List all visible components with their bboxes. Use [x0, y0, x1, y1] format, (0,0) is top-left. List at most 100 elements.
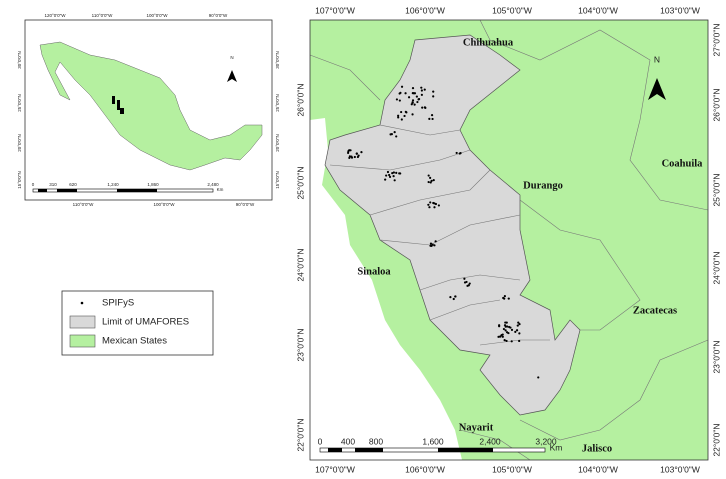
lon-label: 106°0'0"W [405, 5, 445, 15]
scale-label: 1,600 [422, 436, 444, 446]
spifys-point [503, 324, 507, 327]
inset-scale-label: 620 [69, 182, 77, 187]
spifys-point [347, 151, 350, 154]
inset-lat-label: 20°0'0"N [275, 134, 280, 152]
ocean [310, 118, 462, 460]
spifys-point [432, 90, 435, 93]
legend-label: Mexican States [102, 336, 167, 347]
inset-scale-label: 2,480 [207, 182, 219, 187]
lon-label: 103°0'0"W [660, 464, 700, 474]
spifys-point [468, 282, 471, 285]
mexico-shape [39, 41, 263, 171]
spifys-point [404, 110, 407, 113]
spifys-point [514, 330, 517, 333]
spifys-point [393, 131, 396, 134]
spifys-point [391, 171, 394, 175]
lon-label: 105°0'0"W [492, 5, 532, 15]
scale-bar [319, 447, 546, 453]
spifys-point [356, 155, 360, 159]
spifys-point [411, 99, 415, 102]
spifys-point [413, 103, 416, 106]
spifys-point [463, 277, 466, 280]
spifys-point [423, 106, 426, 109]
spifys-point [499, 335, 502, 338]
spifys-point [395, 171, 398, 174]
legend-swatch [69, 334, 96, 348]
spifys-point [411, 113, 414, 116]
spifys-point [423, 88, 426, 91]
spifys-point [503, 339, 506, 342]
inset-scale-unit: Km [217, 187, 224, 192]
lat-label: 26°0'0"N [295, 83, 305, 116]
spifys-point [360, 151, 363, 154]
inset-lat-label: 20°0'0"N [17, 134, 22, 152]
spifys-point [498, 325, 501, 328]
inset-lon-label: 90°0'0"W [209, 13, 228, 18]
inset-lat-label: 15°0'0"N [275, 171, 280, 189]
spifys-point [420, 89, 423, 92]
spifys-point [411, 101, 414, 104]
spifys-point [429, 201, 432, 204]
spifys-point [399, 91, 402, 94]
spifys-point [400, 118, 403, 121]
inset-lon-label: 100°0'0"W [153, 202, 175, 207]
lat-label: 25°0'0"N [295, 166, 305, 199]
inset-lon-label: 120°0'0"W [44, 13, 66, 18]
legend-swatch [80, 301, 84, 305]
spifys-point [385, 174, 388, 177]
spifys-point [400, 110, 403, 114]
spifys-point [428, 206, 431, 209]
inset-lon-label: 110°0'0"W [73, 202, 94, 207]
spifys-point [449, 296, 452, 299]
state-label: Jalisco [582, 443, 612, 454]
spifys-point [518, 339, 521, 343]
spifys-point [421, 106, 424, 109]
spifys-point [427, 180, 430, 184]
spifys-point [467, 284, 470, 287]
spifys-point [497, 335, 500, 338]
legend [61, 290, 214, 356]
scale-label: 3,200 [535, 436, 557, 446]
spifys-point [454, 295, 457, 298]
spifys-point [501, 333, 504, 336]
spifys-point [505, 339, 508, 343]
inset-scale-label: 1,240 [107, 182, 119, 187]
spifys-point [416, 100, 419, 104]
lat-label: 24°0'0"N [711, 251, 721, 284]
spifys-point [502, 296, 505, 300]
lat-label: 24°0'0"N [295, 248, 305, 281]
scale-label: 0 [318, 436, 323, 446]
spifys-point [510, 340, 513, 343]
spifys-point [502, 327, 506, 331]
spifys-point [518, 332, 521, 335]
state-label: Zacatecas [633, 305, 677, 316]
inset-scale-label: 0 [32, 182, 35, 187]
inset-scale-label: 310 [49, 182, 57, 187]
main-map [309, 19, 709, 461]
spifys-point [431, 117, 434, 121]
spifys-point [397, 116, 400, 119]
spifys-point [503, 295, 506, 298]
spifys-point [397, 114, 400, 117]
spifys-point [501, 335, 504, 338]
spifys-point [415, 95, 418, 98]
spifys-point [389, 133, 392, 136]
spifys-point [505, 321, 508, 324]
lon-label: 107°0'0"W [315, 464, 355, 474]
spifys-point [504, 329, 507, 332]
lat-label: 27°0'0"N [711, 23, 721, 56]
inset-lat-label: 15°0'0"N [17, 171, 22, 189]
lon-label: 107°0'0"W [315, 5, 355, 15]
spifys-point [412, 92, 415, 95]
lon-label: 103°0'0"W [660, 5, 700, 15]
lat-label: 22°0'0"N [295, 418, 305, 451]
inset-scale-bar [32, 188, 214, 193]
state-label: Sinaloa [357, 266, 391, 277]
spifys-point [392, 175, 395, 178]
scale-unit: Km [550, 442, 563, 452]
lat-label: 26°0'0"N [711, 88, 721, 121]
legend-label: Limit of UMAFORES [102, 317, 189, 328]
inset-north-label: N [230, 55, 233, 60]
spifys-point [420, 93, 423, 96]
spifys-point [407, 96, 411, 99]
